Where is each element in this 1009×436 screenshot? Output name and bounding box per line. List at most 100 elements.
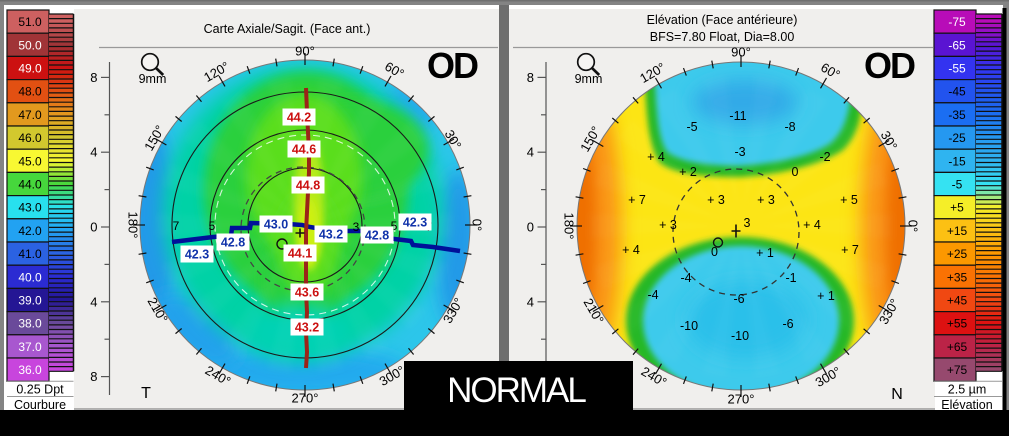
svg-text:0: 0 — [711, 245, 718, 259]
svg-text:+ 7: + 7 — [628, 193, 646, 207]
svg-text:Elévation (Face antérieure): Elévation (Face antérieure) — [647, 13, 798, 27]
svg-text:OD: OD — [427, 45, 478, 86]
svg-text:-35: -35 — [948, 108, 966, 122]
svg-text:42.3: 42.3 — [185, 248, 209, 262]
svg-text:+35: +35 — [947, 270, 968, 284]
svg-text:180°: 180° — [562, 213, 577, 240]
svg-text:+ 1: + 1 — [817, 289, 835, 303]
svg-text:46.0: 46.0 — [18, 131, 42, 145]
svg-text:-4: -4 — [647, 288, 658, 302]
svg-text:-4: -4 — [680, 271, 691, 285]
svg-text:9mm: 9mm — [575, 72, 603, 86]
svg-text:+ 7: + 7 — [841, 243, 859, 257]
svg-text:+ 5: + 5 — [840, 193, 858, 207]
svg-text:5: 5 — [209, 219, 216, 233]
svg-text:-5: -5 — [686, 120, 697, 134]
svg-text:43.0: 43.0 — [18, 201, 42, 215]
svg-text:-3: -3 — [734, 145, 745, 159]
svg-text:4: 4 — [90, 294, 97, 309]
svg-text:-10: -10 — [731, 329, 749, 343]
svg-text:43.2: 43.2 — [295, 321, 319, 335]
svg-text:0: 0 — [527, 220, 534, 235]
svg-text:90°: 90° — [295, 44, 315, 59]
svg-text:-10: -10 — [680, 319, 698, 333]
svg-text:-6: -6 — [782, 317, 793, 331]
svg-text:0°: 0° — [906, 220, 921, 232]
svg-text:4: 4 — [90, 145, 97, 160]
svg-text:270°: 270° — [292, 391, 319, 406]
svg-text:0: 0 — [792, 165, 799, 179]
svg-text:Carte Axiale/Sagit. (Face ant.: Carte Axiale/Sagit. (Face ant.) — [204, 22, 371, 36]
svg-text:42.3: 42.3 — [403, 216, 427, 230]
svg-text:+ 4: + 4 — [803, 218, 821, 232]
svg-text:40.0: 40.0 — [18, 270, 42, 284]
svg-text:180°: 180° — [126, 212, 141, 239]
svg-text:42.0: 42.0 — [18, 224, 42, 238]
svg-text:50.0: 50.0 — [18, 38, 42, 52]
svg-text:3: 3 — [744, 216, 751, 230]
svg-text:+55: +55 — [947, 317, 968, 331]
svg-text:N: N — [891, 386, 903, 403]
svg-text:+ 2: + 2 — [679, 165, 697, 179]
svg-text:49.0: 49.0 — [18, 62, 42, 76]
svg-text:+ 4: + 4 — [622, 243, 640, 257]
svg-text:44.2: 44.2 — [287, 111, 311, 125]
svg-text:9mm: 9mm — [139, 72, 167, 86]
svg-text:4: 4 — [527, 294, 534, 309]
svg-text:0: 0 — [90, 220, 97, 235]
svg-text:44.1: 44.1 — [288, 247, 312, 261]
svg-text:+5: +5 — [950, 201, 964, 215]
svg-text:+45: +45 — [947, 294, 968, 308]
svg-text:44.6: 44.6 — [292, 143, 316, 157]
svg-text:8: 8 — [527, 70, 534, 85]
svg-text:36.0: 36.0 — [18, 363, 42, 377]
svg-text:+ 3: + 3 — [659, 218, 677, 232]
svg-text:+ 3: + 3 — [757, 193, 775, 207]
svg-text:+65: +65 — [947, 340, 968, 354]
svg-text:T: T — [141, 385, 151, 402]
svg-text:48.0: 48.0 — [18, 85, 42, 99]
svg-text:42.8: 42.8 — [221, 236, 245, 250]
svg-text:-75: -75 — [948, 15, 966, 29]
svg-text:5: 5 — [391, 219, 398, 233]
svg-text:-5: -5 — [952, 178, 963, 192]
svg-text:+ 3: + 3 — [707, 193, 725, 207]
svg-text:+ 1: + 1 — [756, 246, 774, 260]
svg-text:8: 8 — [90, 369, 97, 384]
svg-text:3: 3 — [353, 220, 360, 234]
svg-text:38.0: 38.0 — [18, 317, 42, 331]
svg-text:44.8: 44.8 — [296, 179, 320, 193]
svg-text:42.8: 42.8 — [365, 229, 389, 243]
svg-text:-25: -25 — [948, 131, 966, 145]
svg-text:270°: 270° — [728, 392, 755, 407]
svg-text:-55: -55 — [948, 62, 966, 76]
svg-text:7: 7 — [173, 219, 180, 233]
svg-text:37.0: 37.0 — [18, 340, 42, 354]
svg-text:-2: -2 — [819, 150, 830, 164]
svg-text:47.0: 47.0 — [18, 108, 42, 122]
svg-text:-65: -65 — [948, 38, 966, 52]
svg-text:8: 8 — [90, 70, 97, 85]
svg-text:+15: +15 — [947, 224, 968, 238]
svg-text:-6: -6 — [733, 292, 744, 306]
svg-text:2.5 µm: 2.5 µm — [948, 383, 986, 397]
svg-text:Courbure: Courbure — [14, 398, 66, 412]
svg-text:39.0: 39.0 — [18, 294, 42, 308]
svg-text:+ 4: + 4 — [647, 150, 665, 164]
svg-text:43.6: 43.6 — [295, 286, 319, 300]
svg-text:BFS=7.80 Float, Dia=8.00: BFS=7.80 Float, Dia=8.00 — [650, 30, 795, 44]
svg-text:0.25 Dpt: 0.25 Dpt — [16, 383, 64, 397]
svg-text:-45: -45 — [948, 85, 966, 99]
svg-text:44.0: 44.0 — [18, 178, 42, 192]
svg-text:-11: -11 — [729, 109, 746, 123]
svg-text:-1: -1 — [785, 271, 796, 285]
svg-text:+25: +25 — [947, 247, 968, 261]
svg-text:90°: 90° — [731, 45, 751, 60]
svg-text:51.0: 51.0 — [18, 15, 42, 29]
svg-text:43.0: 43.0 — [264, 218, 288, 232]
svg-text:-15: -15 — [948, 154, 966, 168]
svg-text:45.0: 45.0 — [18, 154, 42, 168]
svg-text:41.0: 41.0 — [18, 247, 42, 261]
svg-text:Elévation: Elévation — [941, 398, 992, 412]
svg-text:OD: OD — [864, 45, 915, 86]
